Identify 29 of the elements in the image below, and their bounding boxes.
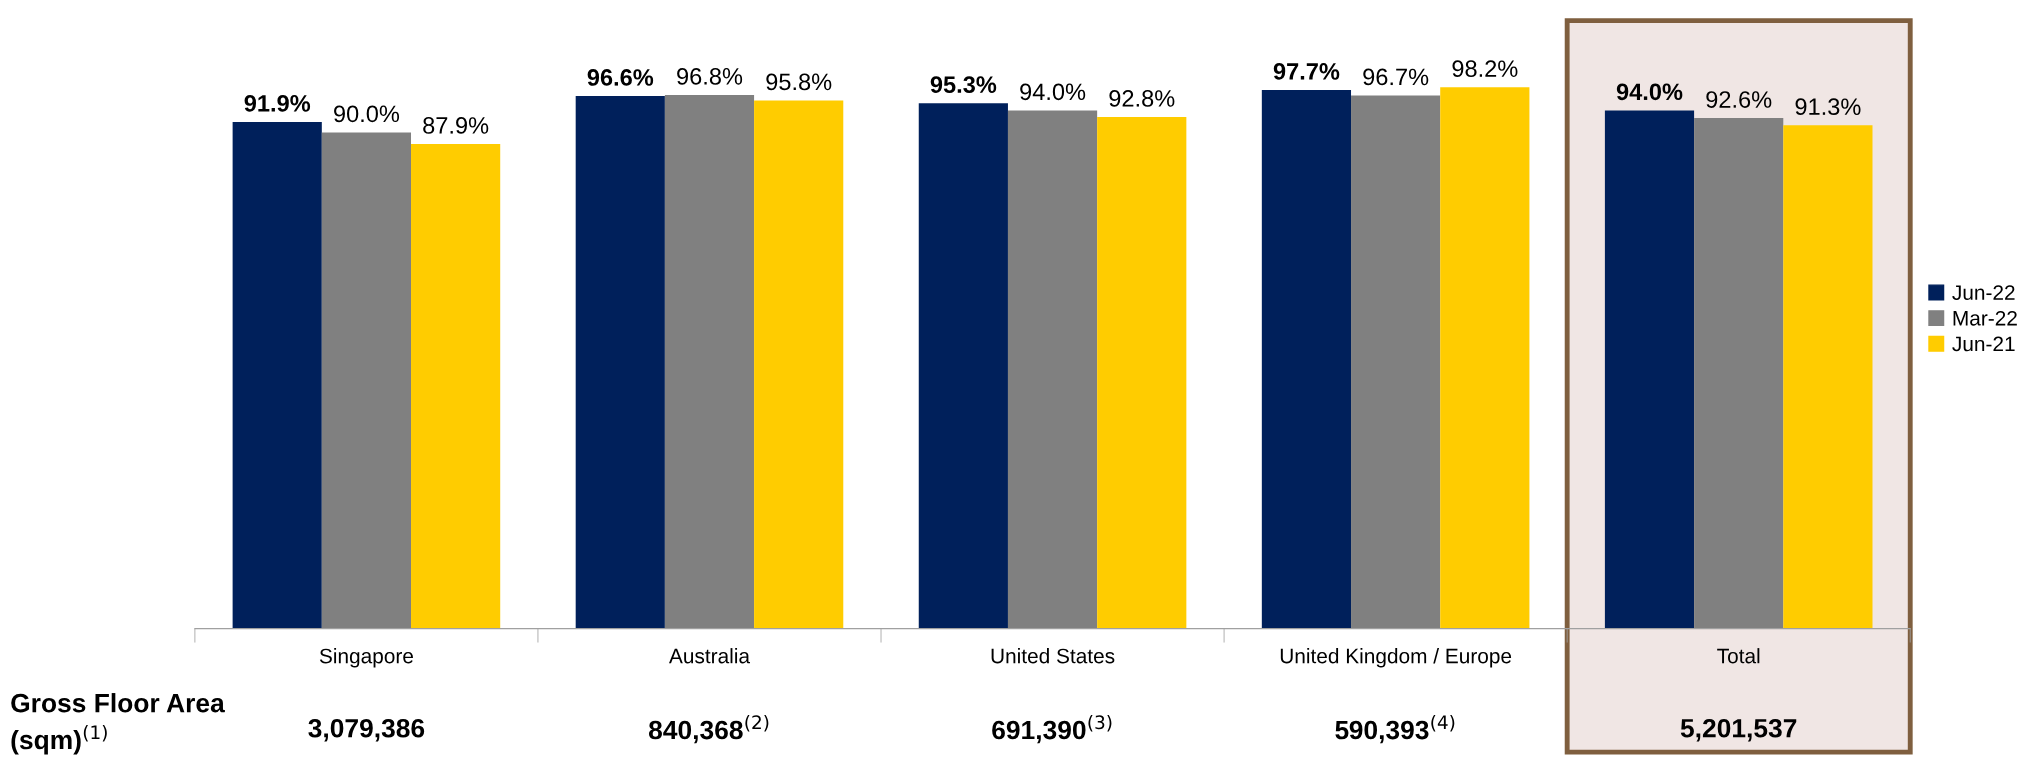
data-label: 91.3% — [1795, 98, 1861, 116]
text: 5,201,537 — [1680, 718, 1797, 742]
x-tick-label: United Kingdom / Europe — [1280, 648, 1512, 668]
x-tick-label: Singapore — [319, 648, 413, 668]
legend-label: Jun-22 — [1952, 285, 2015, 300]
data-label: 94.0% — [1616, 83, 1683, 101]
text: 3,079,386 — [308, 718, 425, 742]
data-label: 96.6% — [587, 69, 654, 86]
x-tick-label: United States — [991, 648, 1115, 664]
data-label: 96.7% — [1363, 68, 1429, 86]
data-label: 95.3% — [930, 76, 997, 94]
text: 691,390$^{(3)}$ — [992, 714, 1112, 744]
legend-label: Mar-22 — [1953, 310, 2017, 326]
data-label: 98.2% — [1452, 60, 1518, 78]
data-label: 87.9% — [423, 117, 489, 134]
data-label: 91.9% — [244, 95, 311, 112]
data-label: 90.0% — [334, 105, 400, 123]
text: 590,393$^{(4)}$ — [1335, 714, 1455, 744]
legend-label: Jun-21 — [1952, 336, 2015, 352]
data-label: 97.7% — [1273, 63, 1340, 80]
data-label: 96.8% — [677, 68, 743, 85]
text: Gross Floor Area (sqm)$^{(1)}$ — [11, 693, 225, 755]
data-label: 95.8% — [766, 73, 832, 91]
x-tick-label: Total — [1717, 648, 1760, 664]
text: 840,368$^{(2)}$ — [648, 714, 769, 744]
x-tick-label: Australia — [669, 648, 751, 664]
data-label: 94.0% — [1020, 83, 1086, 101]
data-label: 92.6% — [1706, 91, 1772, 108]
data-label: 92.8% — [1109, 90, 1175, 107]
